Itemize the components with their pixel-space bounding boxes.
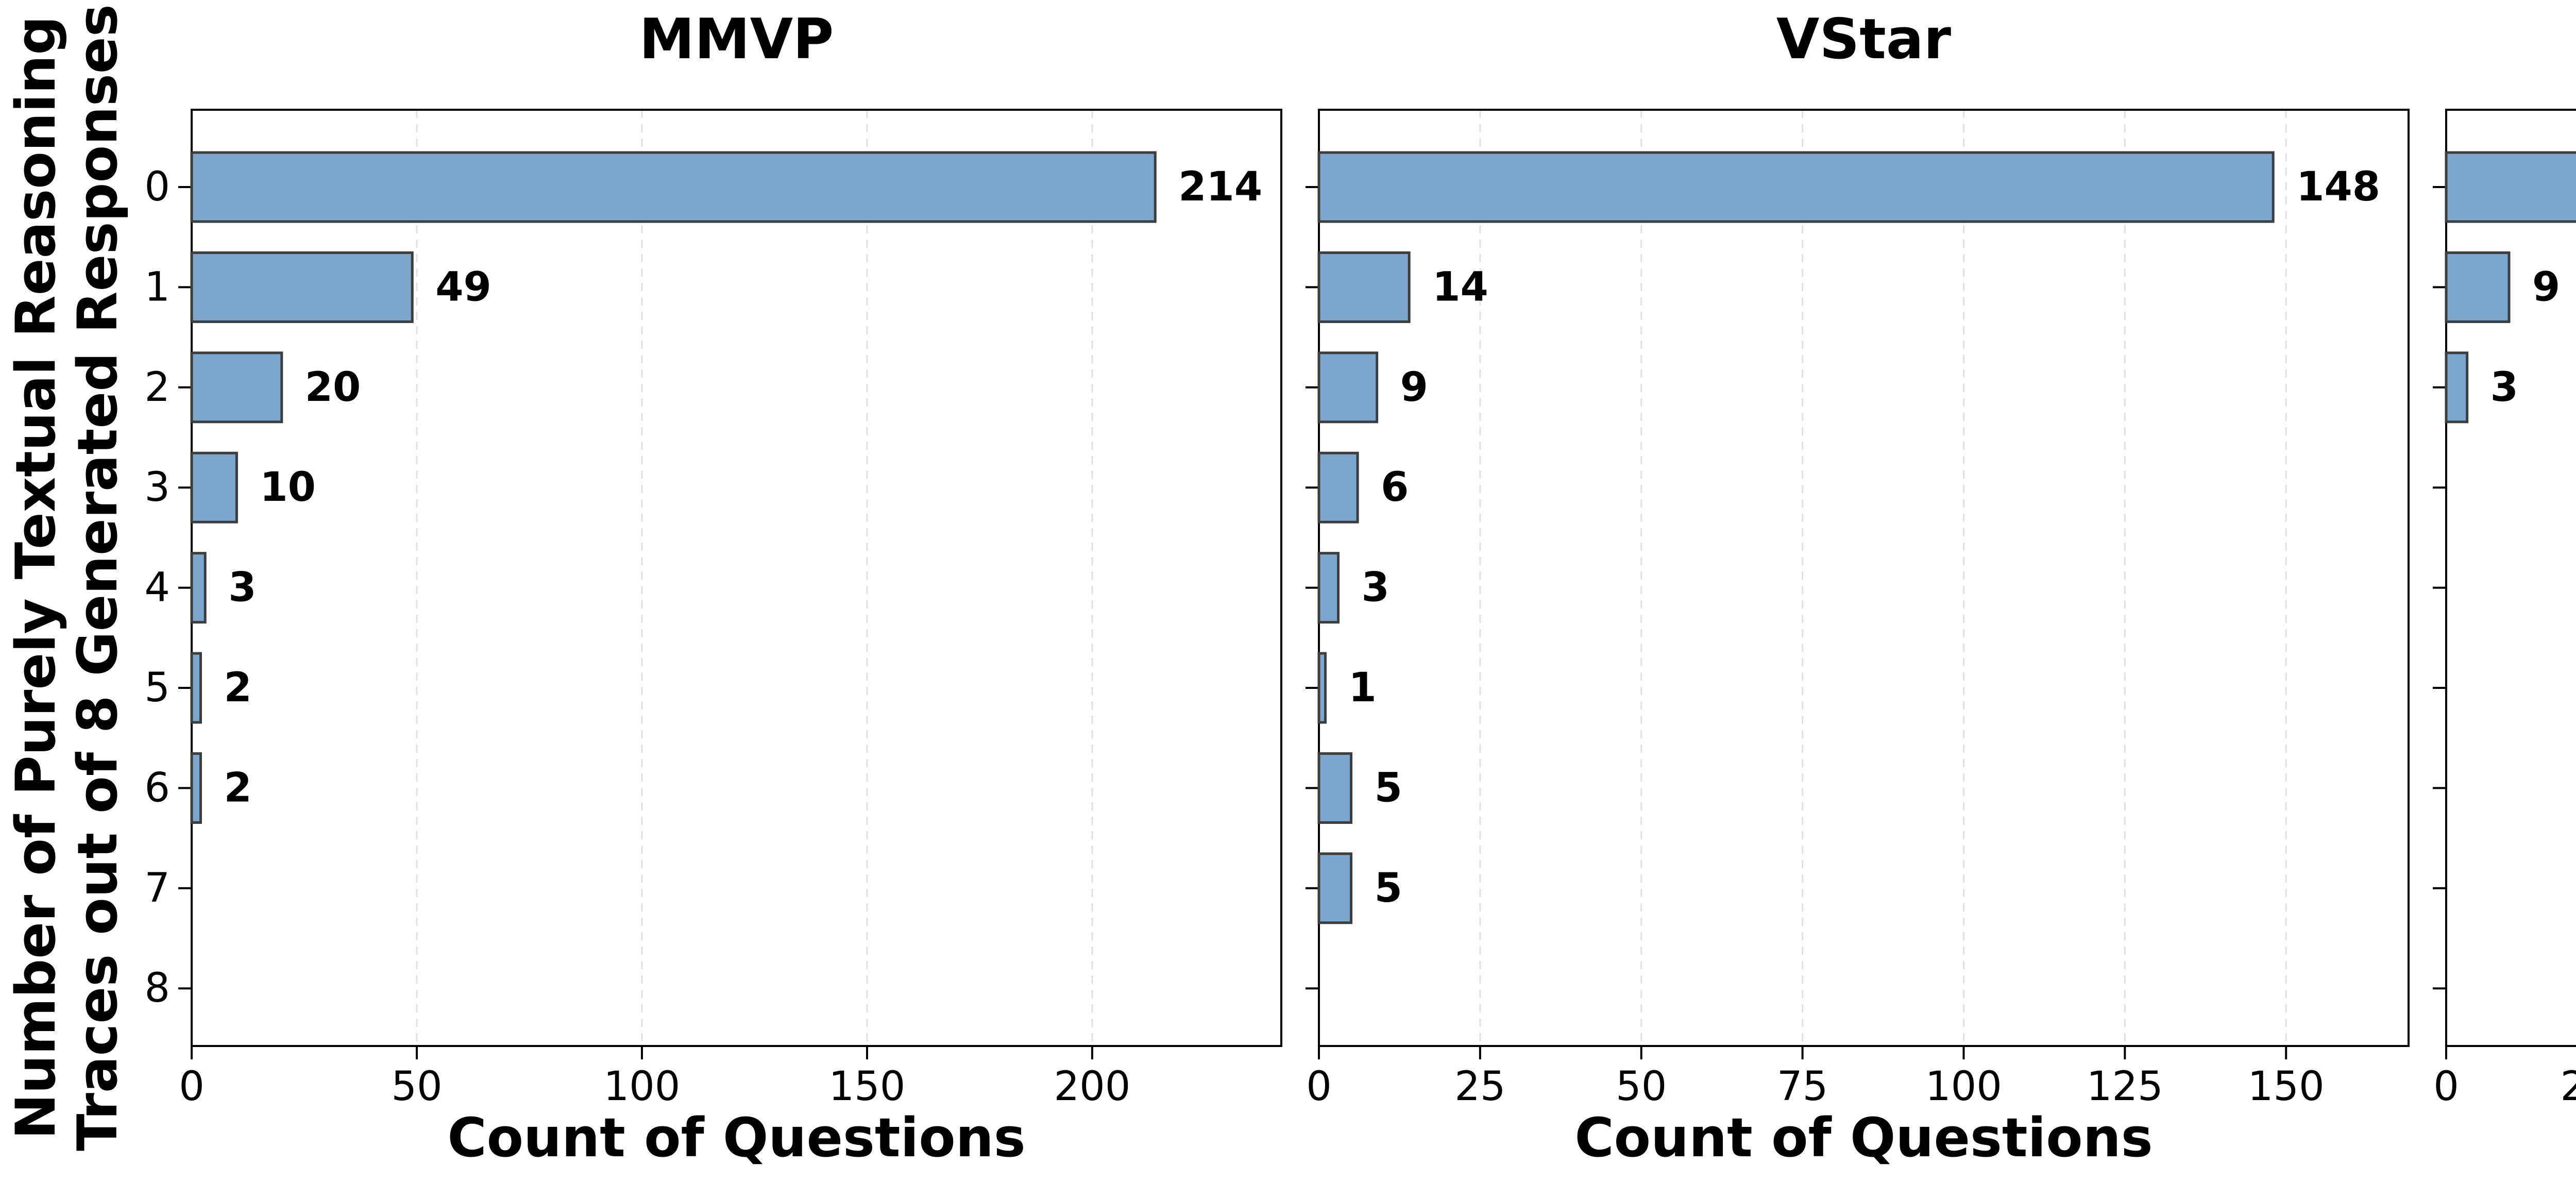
chart-title-vstar: VStar xyxy=(1776,7,1952,72)
bar-value-label: 2 xyxy=(224,665,251,711)
bar xyxy=(190,451,238,524)
x-axis-label-blink-jigsaw: Count of Questions xyxy=(2446,1108,2576,1168)
bar-value-label: 49 xyxy=(435,264,492,310)
bar-value-label: 5 xyxy=(1375,865,1402,912)
bar-value-label: 10 xyxy=(260,464,316,511)
plot-frame xyxy=(2445,109,2576,1047)
x-tick-label: 25 xyxy=(1454,1064,1505,1110)
bar-value-label: 9 xyxy=(1400,364,1428,411)
chart-title-blink-jigsaw: BLINK-Jigsaw xyxy=(2446,9,2576,77)
bar xyxy=(190,351,283,424)
x-tick-label: 20 xyxy=(2561,1064,2576,1110)
y-tick-label: 6 xyxy=(144,765,170,811)
y-tick-label: 8 xyxy=(144,965,170,1011)
y-tick-label: 1 xyxy=(144,264,170,310)
bar xyxy=(1317,552,1340,624)
x-axis-label-mmvp: Count of Questions xyxy=(447,1106,1026,1169)
bar-value-label: 214 xyxy=(1178,164,1262,210)
y-tick-label: 0 xyxy=(144,164,170,210)
bar-value-label: 5 xyxy=(1375,765,1402,811)
y-tick-label: 3 xyxy=(144,464,170,511)
bar-value-label: 3 xyxy=(228,565,256,611)
x-tick-label: 50 xyxy=(1616,1064,1667,1110)
bar-value-label: 148 xyxy=(2296,164,2380,210)
bar xyxy=(1317,852,1353,924)
y-tick-label: 7 xyxy=(144,865,170,912)
plot-frame xyxy=(191,109,1282,1047)
chart-title-mmvp: MMVP xyxy=(639,7,834,72)
bar xyxy=(190,552,207,624)
bar xyxy=(1317,652,1327,724)
x-tick-label: 100 xyxy=(1925,1064,2002,1110)
bar-value-label: 3 xyxy=(2490,364,2518,411)
x-tick-label: 100 xyxy=(604,1064,681,1110)
bar xyxy=(1317,351,1379,424)
bar xyxy=(1317,752,1353,824)
x-tick-label: 200 xyxy=(1054,1064,1130,1110)
x-tick-label: 75 xyxy=(1777,1064,1828,1110)
x-axis-label-vstar: Count of Questions xyxy=(1574,1106,2153,1169)
bar xyxy=(190,151,1157,223)
y-axis-label-line2: Traces out of 8 Generated Responses xyxy=(66,4,129,1151)
bar xyxy=(190,652,202,724)
x-tick-label: 0 xyxy=(1306,1064,1332,1110)
bar xyxy=(2445,351,2469,424)
bar-value-label: 1 xyxy=(1349,665,1377,711)
x-tick-label: 125 xyxy=(2087,1064,2163,1110)
bar xyxy=(2445,251,2511,323)
bar-value-label: 6 xyxy=(1381,464,1409,511)
y-tick-label: 5 xyxy=(144,665,170,711)
bar xyxy=(1317,251,1411,323)
bar-value-label: 14 xyxy=(1432,264,1488,310)
x-tick-label: 0 xyxy=(179,1064,205,1110)
x-tick-label: 150 xyxy=(829,1064,906,1110)
bar-chart-blink-jigsaw: 02040608010012014013893 xyxy=(2433,109,2576,1110)
x-tick-label: 0 xyxy=(2433,1064,2459,1110)
y-axis-label: Number of Purely Textual Reasoning Trace… xyxy=(4,4,129,1151)
bar xyxy=(1317,451,1359,524)
bar xyxy=(2445,151,2576,223)
y-tick-label: 4 xyxy=(144,565,170,611)
bar xyxy=(190,251,414,323)
bar-value-label: 20 xyxy=(305,364,361,411)
x-tick-label: 50 xyxy=(391,1064,442,1110)
bar xyxy=(1317,151,2275,223)
bar-value-label: 3 xyxy=(1362,565,1389,611)
bar xyxy=(190,752,202,824)
bar-chart-mmvp: 0 50 100 150 200 0 1 2 3 4 5 6 7 8 214 49 20 10 3 2 2 xyxy=(144,109,1282,1110)
bar-value-label: 2 xyxy=(224,765,251,811)
y-axis-label-line1: Number of Purely Textual Reasoning xyxy=(4,15,68,1140)
y-tick-label: 2 xyxy=(144,364,170,411)
bar-chart-vstar: 0 25 50 75 100 125 150 148 14 9 6 3 1 5 5 xyxy=(1306,109,2410,1110)
bar-value-label: 9 xyxy=(2532,264,2560,310)
plot-frame xyxy=(1318,109,2410,1047)
x-tick-label: 150 xyxy=(2248,1064,2325,1110)
